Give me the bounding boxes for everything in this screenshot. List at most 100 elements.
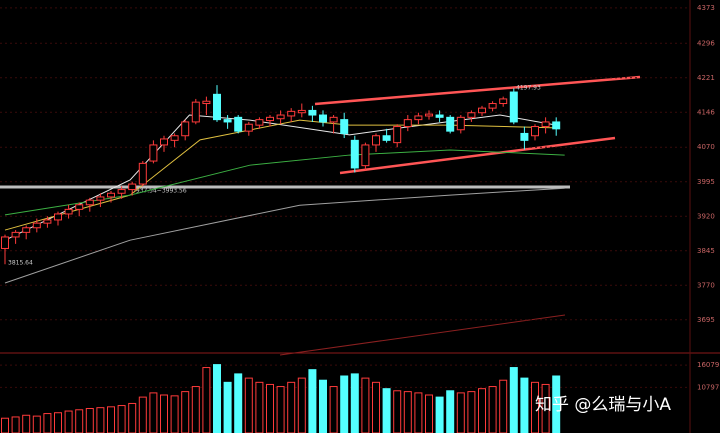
volume-bar <box>414 392 423 433</box>
volume-bar <box>467 391 476 433</box>
candle-body <box>96 196 105 201</box>
volume-bar <box>329 386 338 433</box>
volume-bar <box>96 407 105 433</box>
candle-body <box>319 114 327 123</box>
volume-bar <box>22 414 31 433</box>
volume-bar <box>85 408 94 433</box>
candle-body <box>244 123 253 132</box>
volume-bar <box>255 381 264 433</box>
candle-body <box>234 116 243 132</box>
y-tick-label: 3845 <box>697 247 715 255</box>
volume-bar <box>478 388 486 433</box>
candle-body <box>85 199 94 206</box>
candle-body <box>191 101 200 123</box>
candle-body <box>425 113 433 117</box>
volume-bar <box>297 377 306 433</box>
volume-bar <box>32 415 41 433</box>
candle-body <box>531 126 539 137</box>
candle-body <box>414 115 423 121</box>
candle-body <box>64 208 73 215</box>
volume-bar <box>54 412 62 433</box>
low-label: 3815.64 <box>8 260 33 267</box>
candle-body <box>499 98 508 105</box>
candle-body <box>509 91 518 123</box>
volume-bar <box>552 375 561 433</box>
candle-body <box>276 114 285 120</box>
y-tick-label: 4146 <box>697 108 715 116</box>
ma-line <box>4 114 557 241</box>
candle-body <box>446 116 455 132</box>
volume-bar <box>435 396 444 433</box>
y-tick-label: 4221 <box>697 74 715 82</box>
volume-bar <box>382 388 391 433</box>
volume-bar <box>149 392 158 433</box>
candle-body <box>202 100 211 105</box>
candle-body <box>117 189 126 194</box>
candle-body <box>329 116 338 123</box>
y-tick-label: 3920 <box>697 212 715 220</box>
candle-body <box>11 231 20 238</box>
candle-body <box>488 103 497 109</box>
candle-body <box>308 109 317 116</box>
candle-body <box>223 119 232 123</box>
watermark: 知乎 @么瑞与小A <box>535 395 671 415</box>
channel-lower <box>339 136 616 175</box>
candle-body <box>467 112 476 118</box>
y-tick-label: 3695 <box>697 316 715 324</box>
ma-line <box>4 119 557 231</box>
volume-bar <box>488 386 497 433</box>
candle-body <box>32 222 41 229</box>
channel-upper <box>314 75 641 106</box>
volume-bar <box>128 402 137 433</box>
candle-body <box>287 110 296 117</box>
volume-bar <box>350 373 359 433</box>
candle-body <box>43 219 52 224</box>
y-tick-label: 16079 <box>697 361 719 369</box>
range-label: 3937.54~3993.56 <box>132 188 187 195</box>
volume-bar <box>11 416 20 433</box>
ma-line <box>4 187 565 284</box>
volume-bar <box>138 396 147 433</box>
y-tick-label: 4296 <box>697 39 715 47</box>
volume-bar <box>425 394 433 433</box>
candle-body <box>552 121 561 130</box>
y-tick-label: 3995 <box>697 178 715 186</box>
volume-bar <box>361 377 370 433</box>
candle-body <box>22 227 31 233</box>
volume-bar <box>509 367 518 433</box>
y-tick-label: 4373 <box>697 4 715 12</box>
volume-bar <box>244 377 253 433</box>
candle-body <box>75 204 84 210</box>
candle-body <box>255 119 264 126</box>
volume-bar <box>213 364 221 433</box>
candle-body <box>361 144 370 167</box>
candle-body <box>107 192 115 198</box>
candle-body <box>1 236 9 249</box>
candle-body <box>393 126 402 144</box>
candle-body <box>266 116 274 122</box>
candle-body <box>382 135 391 141</box>
volume-bar <box>403 391 412 433</box>
volume-bar <box>456 392 465 433</box>
candle-body <box>435 114 444 118</box>
volume-bar <box>340 375 349 433</box>
volume-bar <box>372 381 380 433</box>
volume-bar <box>223 381 232 433</box>
volume-bar <box>446 390 455 433</box>
volume-bar <box>160 394 168 433</box>
volume-bar <box>170 395 179 433</box>
long-ma <box>279 314 566 356</box>
candle-body <box>170 135 179 141</box>
volume-bar <box>319 379 327 433</box>
volume-bar <box>266 383 274 433</box>
volume-bar <box>64 410 73 433</box>
candle-body <box>541 121 550 128</box>
volume-bar <box>234 373 243 433</box>
high-label: 4197.93 <box>516 85 541 92</box>
volume-bar <box>75 409 84 433</box>
candle-body <box>456 116 465 131</box>
candle-body <box>403 119 412 128</box>
volume-bar <box>531 381 539 433</box>
y-tick-label: 3770 <box>697 281 715 289</box>
